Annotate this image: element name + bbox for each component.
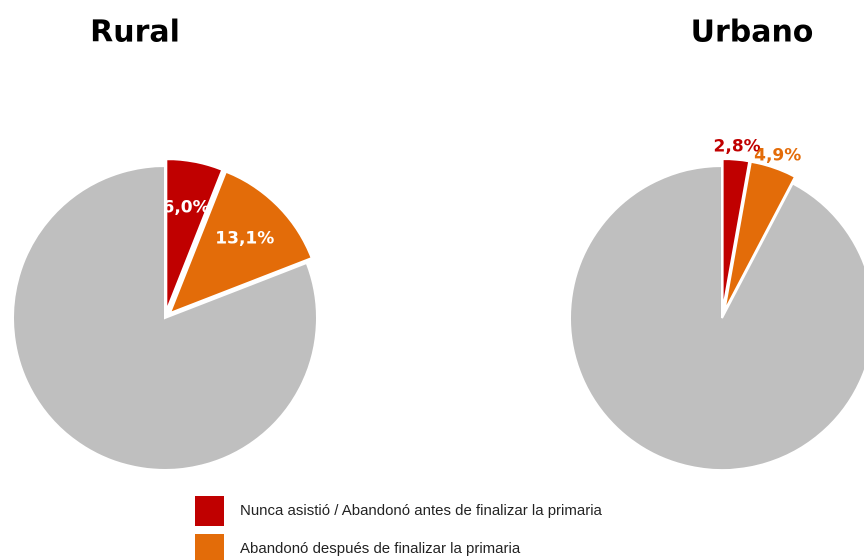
- pie-slice: [12, 164, 318, 471]
- value-label: 2,8%: [714, 137, 761, 157]
- chart-title: Rural: [90, 15, 180, 50]
- value-label: 13,1%: [215, 229, 274, 249]
- pie-slice: [569, 164, 864, 471]
- pie-slice: [165, 158, 224, 312]
- legend-label: Abandonó después de finalizar la primari…: [240, 540, 521, 557]
- pie-slice: [721, 158, 751, 312]
- pie-slice: [723, 160, 797, 312]
- legend-swatch: [195, 534, 224, 560]
- legend-swatch: [195, 496, 224, 526]
- pie-slice: [168, 170, 313, 315]
- value-label: 6,0%: [162, 198, 209, 218]
- value-label: 4,9%: [754, 145, 801, 165]
- chart-title: Urbano: [691, 15, 814, 50]
- legend-label: Nunca asistió / Abandonó antes de finali…: [240, 502, 603, 519]
